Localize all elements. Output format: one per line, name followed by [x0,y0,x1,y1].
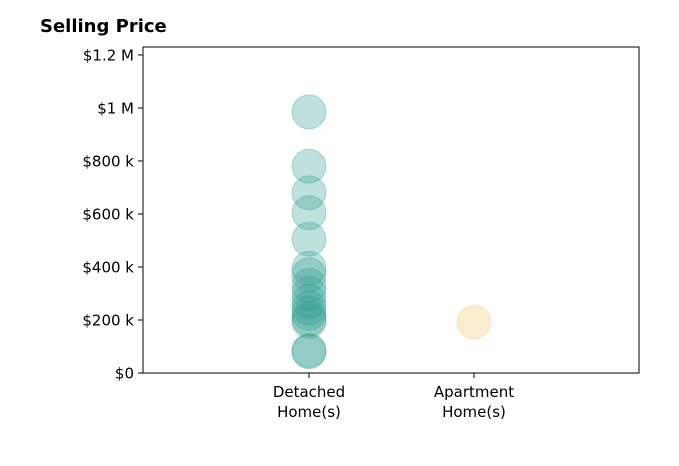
x-tick-label: Apartment Home(s) [434,383,514,421]
data-point [291,301,327,337]
data-point [291,195,327,231]
plot-frame [142,46,640,374]
data-point [291,283,327,319]
data-point [291,295,327,331]
data-point [291,333,327,368]
data-point [291,268,327,303]
data-point [291,276,327,311]
data-point [456,304,492,340]
data-point [291,303,327,339]
x-tick-label: Detached Home(s) [273,383,345,421]
y-tick-label: $400 k [82,258,134,276]
data-point [291,148,327,184]
y-tick-label: $800 k [82,152,134,170]
data-point [291,257,327,293]
y-tick-label: $600 k [82,205,134,223]
y-tick-label: $0 [115,365,134,383]
y-tick-label: $1 M [97,99,134,117]
data-point [291,334,327,370]
data-point [291,94,327,130]
data-point [291,290,327,326]
data-point [291,175,327,211]
y-tick-label: $1.2 M [83,46,134,64]
data-point [291,221,327,257]
data-point [291,250,327,286]
chart-title: Selling Price [40,16,167,37]
y-tick-label: $200 k [82,311,134,329]
